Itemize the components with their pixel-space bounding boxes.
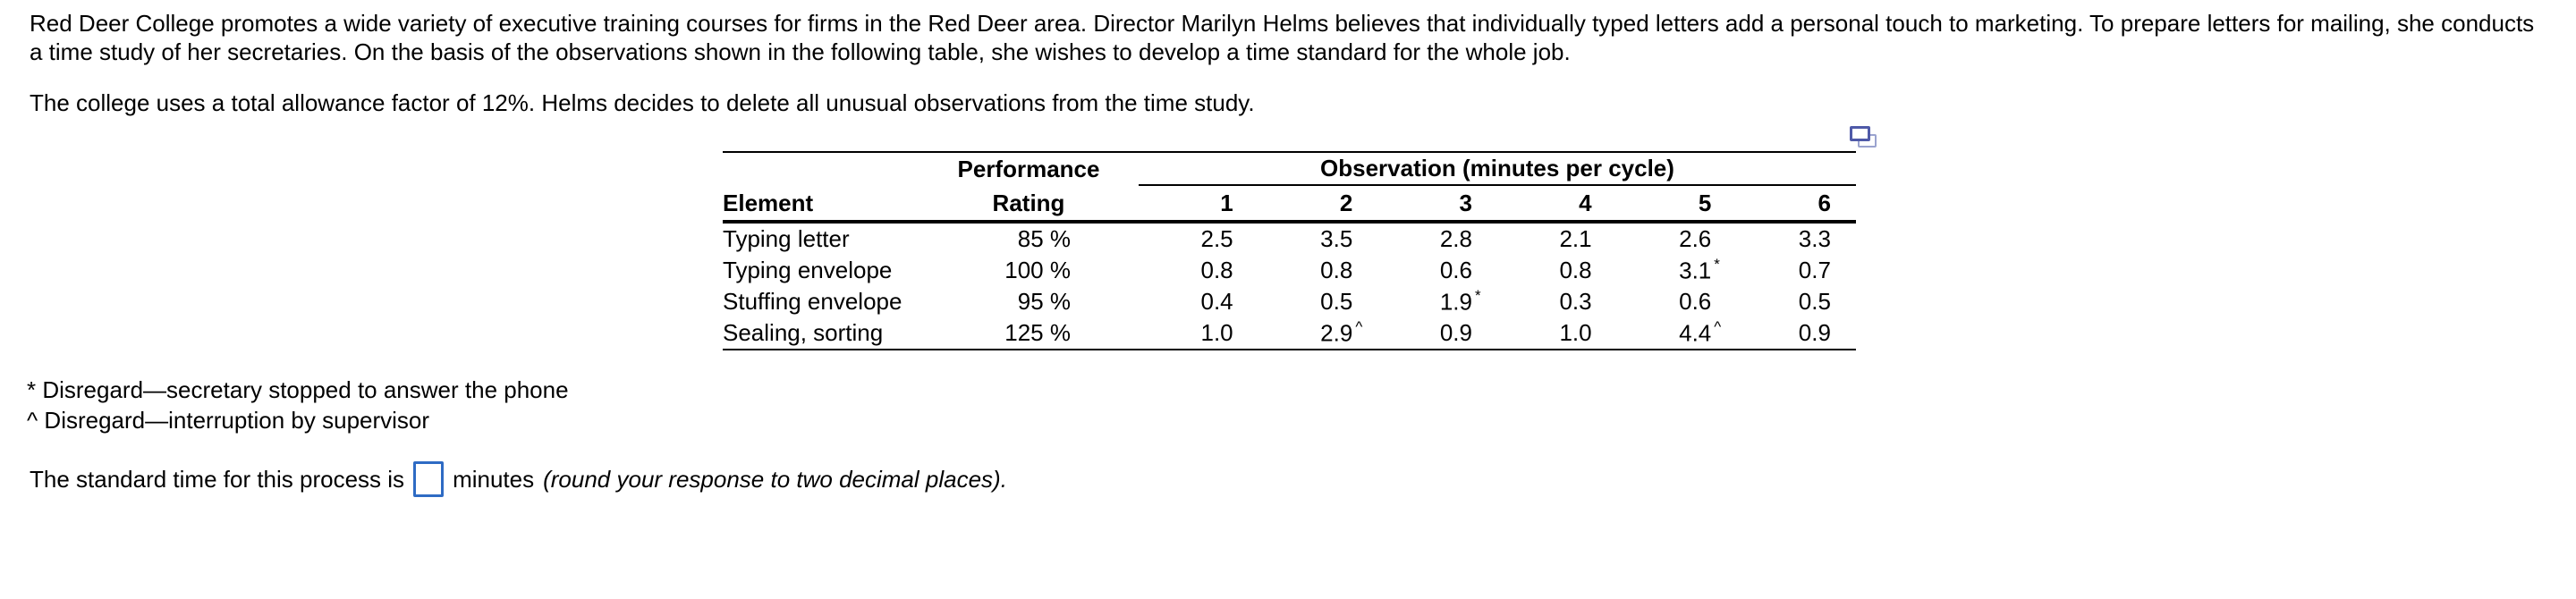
observation-value: 0.6 [1679, 288, 1712, 315]
footnote-caret: ^ Disregard—interruption by supervisor [27, 407, 430, 434]
answer-suffix: minutes [453, 465, 535, 493]
observation-value: 3.5 [1320, 225, 1353, 252]
observation-cell: 0.6 [1377, 257, 1497, 284]
allowance-paragraph: The college uses a total allowance facto… [30, 89, 1255, 116]
observation-cell: 0.8 [1258, 257, 1378, 284]
answer-prefix: The standard time for this process is [30, 465, 405, 493]
copy-table-icon-front-sheet [1850, 126, 1870, 141]
intro-paragraph: Red Deer College promotes a wide variety… [30, 9, 2534, 66]
time-study-table: Performance Observation (minutes per cyc… [723, 151, 1856, 350]
observation-cell: 1.0 [1497, 319, 1617, 347]
observation-cell: 4.4 ^ [1679, 317, 1722, 347]
observation-cell: 0.5 [1258, 288, 1378, 316]
observation-cell: 2.1 [1497, 225, 1617, 253]
observation-value: 0.6 [1439, 257, 1472, 283]
observation-column-header: 4 [1579, 189, 1592, 216]
observation-column-header: 3 [1459, 189, 1472, 216]
observation-value: 1.0 [1559, 319, 1592, 346]
observation-value: 0.3 [1559, 288, 1592, 315]
observation-cell: 1.9 * [1439, 286, 1481, 316]
rating-cell: 95 % [1017, 288, 1071, 315]
observation-value: 2.8 [1439, 225, 1472, 252]
table-body: Typing letter 85 % 2.5 3.5 2.8 2.1 2.6 3.3 Typin… [723, 224, 1856, 349]
observation-value: 1.0 [1200, 319, 1233, 346]
observation-value: 2.5 [1200, 225, 1233, 252]
table-row: Typing letter 85 % 2.5 3.5 2.8 2.1 2.6 3.3 [723, 224, 1856, 255]
observation-value: 1.9 [1439, 288, 1472, 316]
element-cell: Stuffing envelope [723, 288, 902, 315]
observation-cell: 1.0 [1139, 319, 1258, 347]
observation-value: 2.1 [1559, 225, 1592, 252]
observation-value: 2.6 [1679, 225, 1712, 252]
observation-cell: 2.9 ^ [1320, 317, 1363, 347]
observation-value: 0.5 [1320, 288, 1353, 315]
observation-cell: 0.9 [1377, 319, 1497, 347]
observation-value: 0.4 [1200, 288, 1233, 315]
table-header-divider [723, 220, 1856, 224]
observation-column-header: 5 [1698, 189, 1712, 216]
element-cell: Typing letter [723, 225, 850, 252]
rating-cell: 100 % [1004, 257, 1071, 283]
observation-column-header: 1 [1220, 189, 1233, 216]
observation-cell: 3.3 [1736, 225, 1856, 253]
rating-cell: 85 % [1017, 225, 1071, 252]
observation-value: 4.4 [1679, 319, 1712, 347]
observation-value: 0.9 [1798, 319, 1831, 346]
observation-value: 0.5 [1798, 288, 1831, 315]
copy-table-icon[interactable] [1850, 126, 1878, 149]
footnote-asterisk: * Disregard—secretary stopped to answer … [27, 376, 569, 403]
observation-cell: 0.5 [1736, 288, 1856, 316]
observation-cell: 2.5 [1139, 225, 1258, 253]
table-footnotes: * Disregard—secretary stopped to answer … [27, 375, 569, 435]
observation-cell: 0.8 [1497, 257, 1617, 284]
observation-value: 3.3 [1798, 225, 1831, 252]
intro-line-1: Red Deer College promotes a wide variety… [30, 10, 2535, 37]
rating-column-header: Rating [992, 189, 1065, 216]
rating-cell: 125 % [1004, 319, 1071, 346]
observation-value: 0.9 [1439, 319, 1472, 346]
observation-value: 0.8 [1559, 257, 1592, 283]
observation-cell: 0.4 [1139, 288, 1258, 316]
observation-cell: 3.1 * [1679, 255, 1720, 284]
observation-cell: 3.5 [1258, 225, 1378, 253]
observation-cell: 2.6 [1617, 225, 1737, 253]
observation-value: 0.8 [1320, 257, 1353, 283]
observation-column-header: 2 [1339, 189, 1353, 216]
table-row: Typing envelope 100 % 0.8 0.8 0.6 0.8 3.1 * 0.7 [723, 255, 1856, 286]
element-cell: Typing envelope [723, 257, 893, 283]
table-group-header-row: Performance Observation (minutes per cyc… [723, 153, 1856, 186]
intro-line-2: a time study of her secretaries. On the … [30, 38, 1571, 65]
observation-value: 0.7 [1798, 257, 1831, 283]
element-column-header: Element [723, 189, 814, 216]
observation-value: 3.1 [1679, 257, 1712, 284]
observation-value: 2.9 [1320, 319, 1353, 347]
performance-group-header: Performance [957, 156, 1100, 182]
observation-group-header: Observation (minutes per cycle) [1139, 153, 1856, 186]
answer-rounding-hint: (round your response to two decimal plac… [543, 465, 1007, 493]
observation-cell: 0.6 [1617, 288, 1737, 316]
observation-cell: 0.7 [1736, 257, 1856, 284]
table-row: Sealing, sorting 125 % 1.0 2.9 ^ 0.9 1.0 4.4 ^ 0.… [723, 317, 1856, 349]
standard-time-input[interactable] [413, 461, 445, 497]
observation-cell: 2.8 [1377, 225, 1497, 253]
observation-cell: 0.8 [1139, 257, 1258, 284]
table-row: Stuffing envelope 95 % 0.4 0.5 1.9 * 0.3 0.6 0.5 [723, 286, 1856, 317]
observation-cell: 0.3 [1497, 288, 1617, 316]
answer-sentence: The standard time for this process is mi… [30, 460, 1007, 499]
observation-cell: 0.9 [1736, 319, 1856, 347]
table-column-header-row: Element Rating 1 2 3 4 5 6 [723, 186, 1856, 220]
observation-value: 0.8 [1200, 257, 1233, 283]
element-cell: Sealing, sorting [723, 319, 884, 346]
observation-column-header: 6 [1818, 189, 1831, 216]
